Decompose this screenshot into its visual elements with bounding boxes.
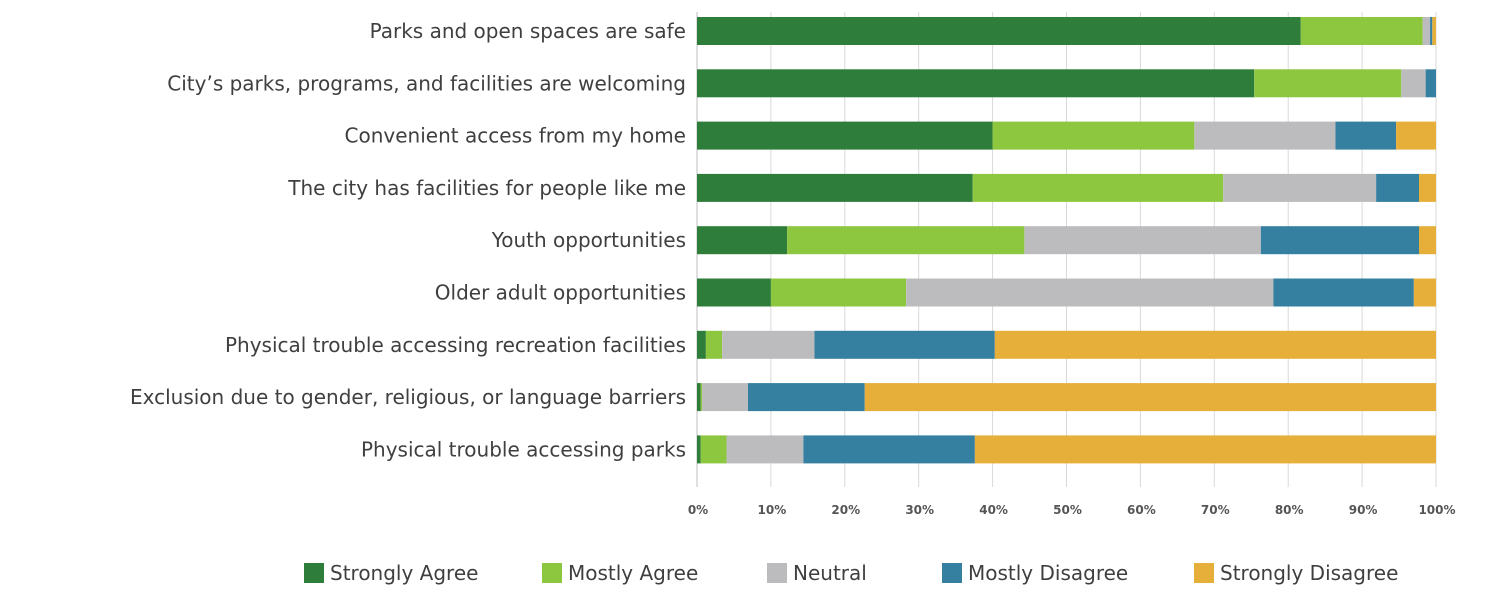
bar-segment — [697, 121, 993, 150]
bar-segment — [1335, 121, 1397, 150]
x-tick-label: 20% — [831, 503, 860, 517]
bar-segment — [972, 173, 1224, 202]
bar-segment — [726, 435, 804, 464]
bar-segment — [787, 226, 1025, 255]
bar-segment — [1432, 17, 1436, 45]
bar-segment — [1254, 69, 1402, 98]
x-tick-label: 50% — [1053, 503, 1082, 517]
bar-segment — [1419, 226, 1436, 255]
x-tick-label: 60% — [1127, 503, 1156, 517]
bar-segment — [1376, 173, 1420, 202]
legend-label: Mostly Agree — [568, 561, 699, 585]
stacked-bar-chart: Parks and open spaces are safe City’s par… — [130, 12, 1456, 517]
bar-segment — [697, 383, 701, 412]
x-tick-label: 90% — [1349, 503, 1378, 517]
legend-swatch — [1194, 563, 1214, 583]
category-label: The city has facilities for people like … — [287, 176, 686, 200]
bar-segment — [747, 383, 865, 412]
bar-segment — [992, 121, 1195, 150]
legend: Strongly Agree Mostly Agree Neutral Mostly … — [0, 561, 1495, 591]
bar-segment — [697, 435, 701, 464]
category-label: City’s parks, programs, and facilities a… — [167, 71, 686, 95]
bar-segment — [1024, 226, 1261, 255]
category-label: Physical trouble accessing recreation fa… — [225, 333, 686, 357]
x-tick-label: 30% — [905, 503, 934, 517]
x-axis-tick-labels: 0% 10% 20% 30% 40% 50% 60% 70% 80% 90% 100% — [688, 503, 1456, 517]
category-label: Older adult opportunities — [435, 281, 686, 305]
bar-segment — [814, 330, 995, 359]
bar-segment — [1413, 278, 1436, 307]
x-tick-label: 40% — [979, 503, 1008, 517]
bar-segment — [1419, 173, 1436, 202]
bar-segment — [1260, 226, 1420, 255]
category-label: Physical trouble accessing parks — [361, 437, 686, 461]
legend-label: Mostly Disagree — [968, 561, 1129, 585]
legend-label: Strongly Disagree — [1220, 561, 1399, 585]
bar-segment — [697, 69, 1255, 98]
bar-segment — [864, 383, 1436, 412]
bar-segment — [705, 330, 723, 359]
legend-swatch — [542, 563, 562, 583]
category-label: Youth opportunities — [491, 228, 686, 252]
bar-segment — [1425, 69, 1436, 98]
bar-segment — [994, 330, 1436, 359]
bar-segment — [700, 435, 727, 464]
bar-segment — [1401, 69, 1426, 98]
x-tick-label: 70% — [1201, 503, 1230, 517]
bar-segment — [1223, 173, 1377, 202]
bar-segment — [906, 278, 1274, 307]
legend-swatch — [767, 563, 787, 583]
bar-segment — [1194, 121, 1336, 150]
bar-segment — [1422, 17, 1431, 45]
bar-segment — [770, 278, 907, 307]
category-label: Parks and open spaces are safe — [370, 19, 686, 43]
category-label: Exclusion due to gender, religious, or l… — [130, 385, 686, 409]
x-tick-label: 100% — [1418, 503, 1455, 517]
legend-item: Neutral — [767, 561, 867, 585]
legend-item: Strongly Disagree — [1194, 561, 1398, 585]
bar-segment — [803, 435, 975, 464]
bar-segment — [974, 435, 1436, 464]
bar-segment — [697, 330, 706, 359]
bar-segment — [702, 383, 748, 412]
bar-segment — [1300, 17, 1423, 45]
bar-segment — [1273, 278, 1414, 307]
legend-swatch — [942, 563, 962, 583]
x-tick-label: 80% — [1275, 503, 1304, 517]
legend-label: Neutral — [793, 561, 867, 585]
bar-segment — [697, 278, 771, 307]
legend-swatch — [304, 563, 324, 583]
legend-item: Strongly Agree — [304, 561, 478, 585]
category-labels: Parks and open spaces are safe City’s par… — [130, 19, 686, 461]
bar-segment — [722, 330, 815, 359]
bar-segment — [697, 226, 788, 255]
legend-label: Strongly Agree — [330, 561, 479, 585]
bar-segment — [697, 173, 973, 202]
x-tick-label: 10% — [758, 503, 787, 517]
bar-segment — [1430, 17, 1433, 45]
bar-segment — [700, 383, 703, 412]
x-tick-label: 0% — [688, 503, 708, 517]
legend-item: Mostly Agree — [542, 561, 698, 585]
bar-segment — [1396, 121, 1436, 150]
bars — [697, 17, 1436, 464]
category-label: Convenient access from my home — [345, 124, 686, 148]
legend-item: Mostly Disagree — [942, 561, 1128, 585]
bar-segment — [697, 17, 1301, 45]
